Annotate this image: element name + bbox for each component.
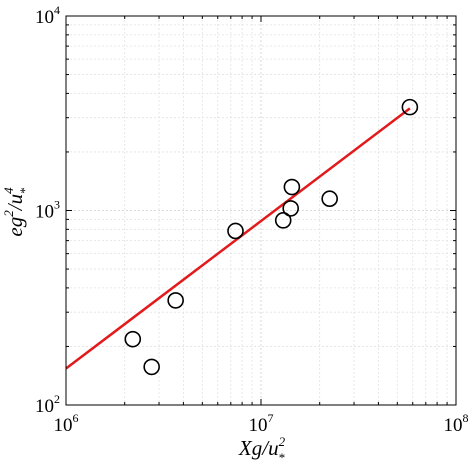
data-point xyxy=(274,212,292,229)
x-tick-labels: 106 107 108 xyxy=(54,411,469,436)
y-tick-labels: 102 103 104 xyxy=(35,3,60,417)
data-point xyxy=(282,200,299,217)
plot-area xyxy=(66,16,456,405)
x-tick-label: 108 xyxy=(444,411,469,436)
x-tick-label: 106 xyxy=(54,411,79,436)
y-tick-label: 103 xyxy=(35,198,60,223)
y-tick-label: 102 xyxy=(35,392,60,417)
x-axis-label: Xg/u2 * xyxy=(238,434,286,463)
x-tick-label: 107 xyxy=(249,411,274,436)
data-point xyxy=(227,222,244,240)
plot-frame xyxy=(65,15,457,406)
data-point xyxy=(401,98,419,116)
data-point xyxy=(321,190,338,207)
data-points xyxy=(124,98,419,376)
data-point xyxy=(143,358,160,376)
data-point xyxy=(167,292,184,309)
y-axis-label: eg2/u4* xyxy=(1,187,32,237)
data-point xyxy=(283,178,301,196)
grid-lines xyxy=(65,16,456,406)
y-tick-label: 104 xyxy=(35,3,60,28)
data-point xyxy=(124,330,142,348)
